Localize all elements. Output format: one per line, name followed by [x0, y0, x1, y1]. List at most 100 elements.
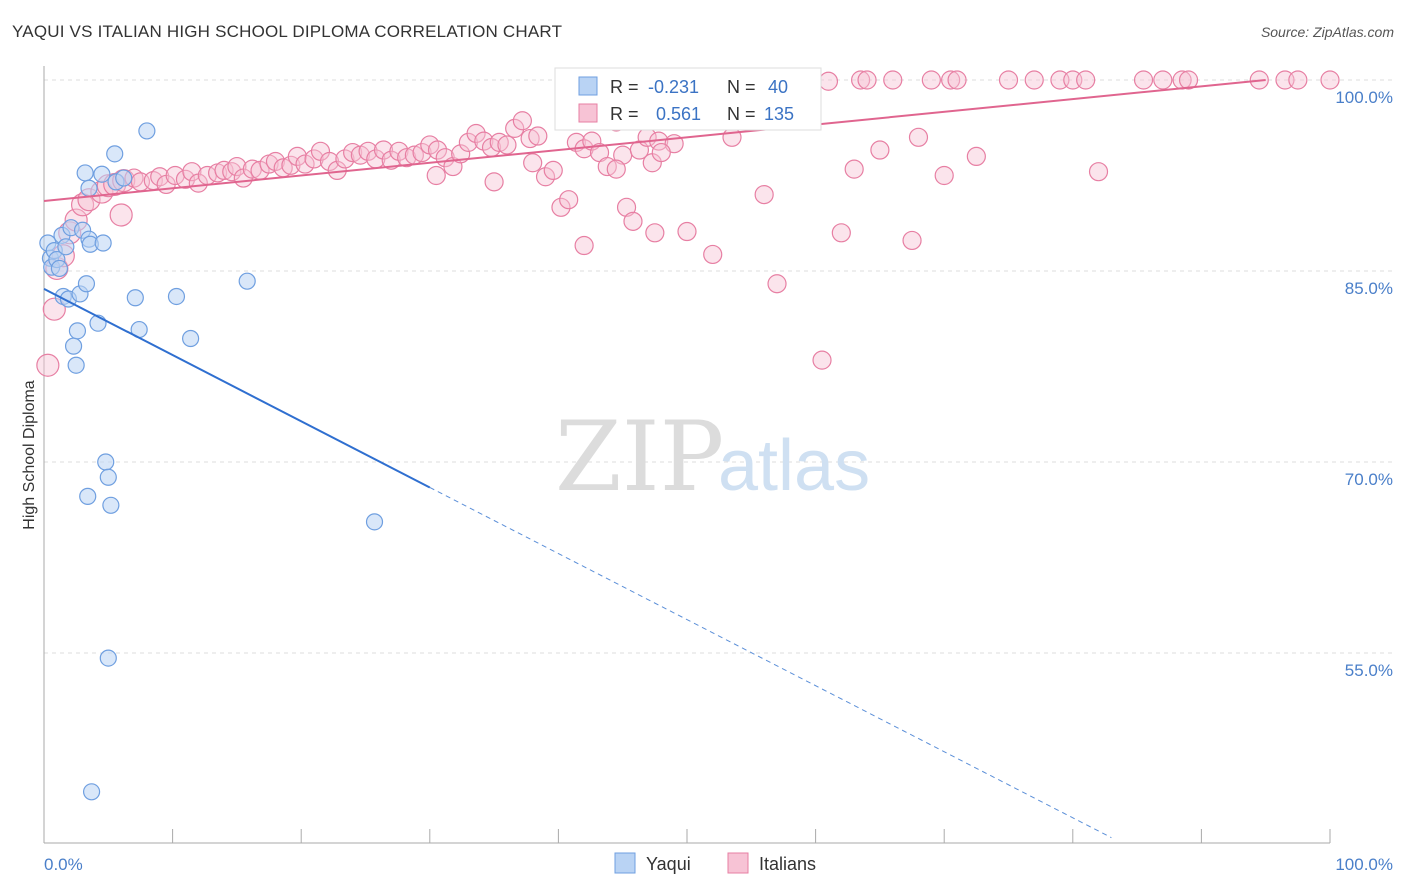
yaqui-point-28	[106, 145, 124, 163]
italians-point-108	[1153, 70, 1173, 90]
italians-point-24	[214, 160, 234, 181]
yaqui-point-25	[97, 453, 115, 471]
italians-point-129	[1088, 162, 1109, 182]
italians-point-106	[1076, 70, 1096, 90]
yaqui-point-13	[68, 322, 87, 340]
yaqui-trend-extension	[429, 487, 1112, 839]
italians-point-103	[1024, 70, 1044, 90]
italians-point-48	[397, 148, 417, 168]
italians-point-62	[505, 118, 525, 138]
italians-point-26	[227, 156, 247, 177]
italians-point-90	[722, 127, 742, 147]
yaqui-n-label: N =	[727, 77, 756, 97]
yaqui-point-11	[64, 337, 83, 355]
italians-r-value: 0.561	[656, 104, 701, 124]
y-tick-labels: 100.0% 85.0% 70.0% 55.0%	[1335, 88, 1393, 680]
italians-point-0	[36, 353, 60, 377]
italians-point-69	[559, 190, 579, 210]
italians-point-25	[222, 162, 242, 182]
axes	[43, 66, 1331, 844]
italians-swatch	[578, 103, 598, 123]
italians-point-20	[182, 162, 202, 182]
italians-point-100	[941, 70, 961, 90]
italians-point-134	[426, 165, 446, 186]
watermark: ZIP atlas	[555, 401, 870, 513]
italians-point-101	[947, 70, 967, 90]
legend-italians-swatch	[727, 852, 749, 874]
italians-point-58	[474, 131, 494, 151]
italians-point-68	[551, 197, 571, 217]
yaqui-point-31	[115, 169, 133, 187]
italians-point-122	[606, 159, 626, 179]
source-credit: Source: ZipAtlas.com	[1260, 24, 1394, 40]
yaqui-point-17	[79, 487, 97, 505]
italians-point-115	[703, 244, 723, 265]
yaqui-points	[39, 122, 384, 801]
yaqui-swatch	[578, 76, 598, 96]
italians-point-116	[767, 274, 787, 294]
italians-point-127	[934, 165, 954, 186]
italians-point-60	[489, 132, 509, 152]
italians-trend-line	[43, 79, 1266, 202]
series-legend: Yaqui Italians	[614, 852, 816, 874]
italians-point-110	[1178, 70, 1199, 90]
italians-point-121	[574, 235, 594, 256]
italians-point-118	[902, 230, 922, 251]
italians-point-102	[998, 70, 1019, 90]
italians-point-66	[535, 167, 556, 187]
italians-point-98	[883, 70, 903, 90]
italians-point-107	[1133, 70, 1154, 90]
italians-point-130	[870, 140, 890, 160]
italians-point-132	[484, 172, 504, 192]
stats-legend: R = -0.231 N = 40 R = 0.561 N = 135	[554, 67, 822, 131]
italians-point-114	[1320, 70, 1340, 90]
italians-n-value: 135	[764, 104, 794, 124]
watermark-zip: ZIP	[555, 401, 724, 513]
yaqui-point-27	[102, 496, 120, 514]
italians-point-119	[677, 221, 697, 242]
y-axis-label: High School Diploma	[21, 380, 38, 530]
legend-yaqui-label: Yaqui	[646, 854, 691, 874]
italians-point-16	[150, 167, 170, 187]
italians-point-12	[109, 203, 133, 227]
italians-point-117	[812, 350, 832, 370]
y-tick-label-1: 85.0%	[1345, 279, 1393, 298]
trend-lines	[43, 79, 1266, 839]
italians-point-47	[389, 141, 409, 161]
x-tick-labels: 0.0% 100.0%	[44, 855, 1393, 874]
italians-point-31	[265, 151, 286, 172]
yaqui-point-16	[76, 164, 94, 182]
italians-point-67	[543, 160, 563, 181]
italians-point-124	[754, 185, 774, 205]
yaqui-point-34	[138, 122, 156, 140]
x-tick-max: 100.0%	[1335, 855, 1393, 874]
yaqui-point-18	[80, 179, 98, 197]
italians-n-label: N =	[727, 104, 756, 124]
italians-point-43	[358, 141, 378, 161]
yaqui-point-38	[365, 513, 384, 531]
italians-point-57	[466, 123, 486, 144]
yaqui-n-value: 40	[768, 77, 788, 97]
italians-point-45	[373, 140, 394, 160]
yaqui-point-5	[50, 259, 69, 278]
watermark-atlas: atlas	[718, 426, 870, 506]
italians-point-96	[851, 70, 871, 90]
yaqui-trend-line	[43, 287, 431, 489]
italians-point-36	[304, 149, 324, 169]
italians-point-41	[343, 142, 363, 163]
yaqui-point-37	[238, 272, 256, 290]
italians-point-126	[844, 159, 864, 179]
italians-point-52	[427, 140, 448, 160]
y-tick-label-3: 55.0%	[1345, 661, 1393, 680]
yaqui-point-36	[182, 329, 200, 348]
italians-point-123	[651, 142, 671, 163]
italians-point-19	[175, 169, 196, 189]
legend-italians-label: Italians	[759, 854, 816, 874]
italians-point-34	[287, 146, 307, 166]
italians-point-40	[335, 149, 355, 169]
yaqui-point-8	[57, 238, 75, 256]
italians-point-95	[818, 71, 839, 91]
yaqui-point-22	[77, 275, 96, 293]
y-tick-label-0: 100.0%	[1335, 88, 1393, 107]
